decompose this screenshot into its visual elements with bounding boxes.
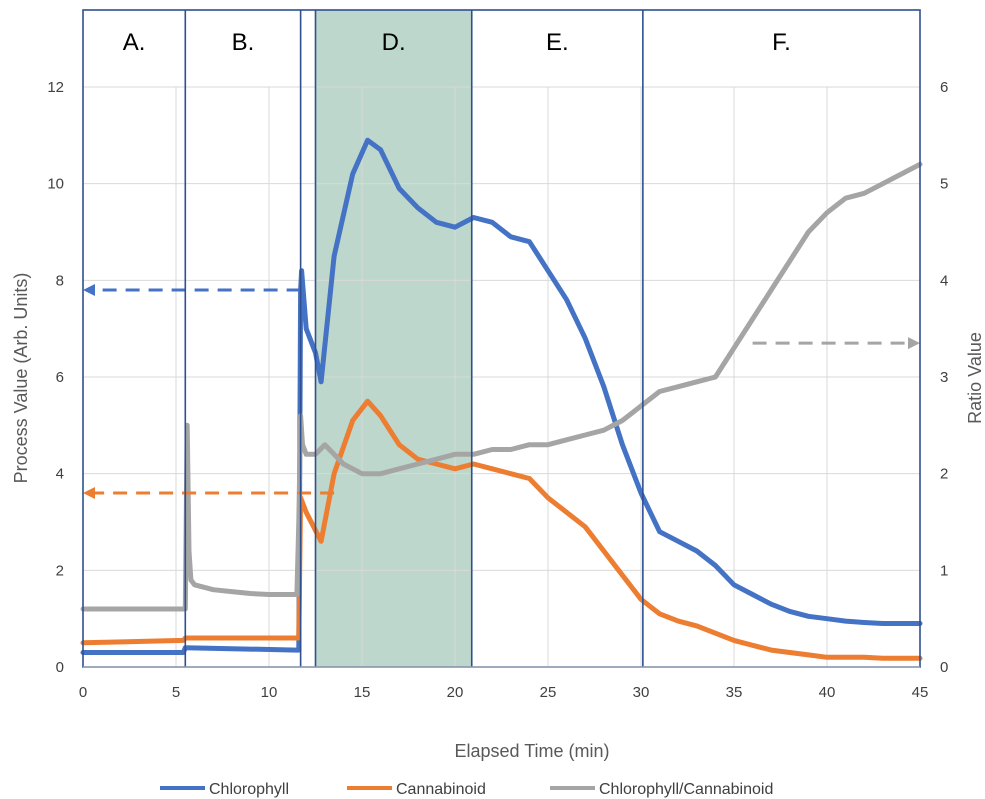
y2-tick-label-1: 1 <box>940 562 948 579</box>
series-line-1 <box>83 401 920 658</box>
y2-tick-label-5: 5 <box>940 176 948 193</box>
y-tick-label-3: 6 <box>56 369 64 386</box>
y2-tick-label-6: 6 <box>940 79 948 96</box>
y2-tick-label-0: 0 <box>940 659 948 676</box>
y-tick-label-6: 12 <box>47 79 64 96</box>
y2-tick-label-3: 3 <box>940 369 948 386</box>
y2-axis-title: Ratio Value <box>965 332 985 424</box>
x-axis-title: Elapsed Time (min) <box>454 741 609 761</box>
legend-item-cannabinoid: Cannabinoid <box>347 781 486 798</box>
plot-frame <box>83 10 920 667</box>
y2-tick-label-4: 4 <box>940 272 948 289</box>
legend-label-chlorophyll: Chlorophyll <box>209 781 289 798</box>
grid-layer <box>83 87 920 667</box>
region-shade-3 <box>316 10 472 667</box>
y-tick-label-5: 10 <box>47 176 64 193</box>
annotation-layer <box>83 284 920 499</box>
y-tick-label-4: 8 <box>56 272 64 289</box>
annotation-arrowhead-0 <box>83 284 95 296</box>
x-tick-label-9: 45 <box>912 684 929 701</box>
y2-tick-label-2: 2 <box>940 466 948 483</box>
x-tick-label-6: 30 <box>633 684 650 701</box>
x-tick-label-2: 10 <box>261 684 278 701</box>
region-boundary-layer <box>83 10 920 667</box>
region-label-4: E. <box>546 29 569 56</box>
legend-item-chlorophyll: Chlorophyll <box>160 781 289 798</box>
region-label-0: A. <box>123 29 146 56</box>
x-tick-label-1: 5 <box>172 684 180 701</box>
region-label-1: B. <box>232 29 255 56</box>
x-tick-label-7: 35 <box>726 684 743 701</box>
legend-item-ratio: Chlorophyll/Cannabinoid <box>550 781 773 798</box>
x-tick-label-0: 0 <box>79 684 87 701</box>
y-tick-label-1: 2 <box>56 562 64 579</box>
x-tick-label-4: 20 <box>447 684 464 701</box>
region-layer: A. B. D. E. F. <box>123 10 791 667</box>
y-tick-label-0: 0 <box>56 659 64 676</box>
legend-label-cannabinoid: Cannabinoid <box>396 781 486 798</box>
legend: Chlorophyll Cannabinoid Chlorophyll/Cann… <box>160 781 773 798</box>
legend-label-ratio: Chlorophyll/Cannabinoid <box>599 781 773 798</box>
y-tick-label-2: 4 <box>56 466 64 483</box>
region-label-3: D. <box>382 29 406 56</box>
annotation-arrowhead-2 <box>908 337 920 349</box>
x-tick-label-8: 40 <box>819 684 836 701</box>
y-axis-title: Process Value (Arb. Units) <box>11 273 31 484</box>
x-tick-label-5: 25 <box>540 684 557 701</box>
series-line-0 <box>83 140 920 652</box>
x-tick-label-3: 15 <box>354 684 371 701</box>
series-layer <box>83 140 920 658</box>
annotation-arrowhead-1 <box>83 487 95 499</box>
region-label-5: F. <box>772 29 791 56</box>
